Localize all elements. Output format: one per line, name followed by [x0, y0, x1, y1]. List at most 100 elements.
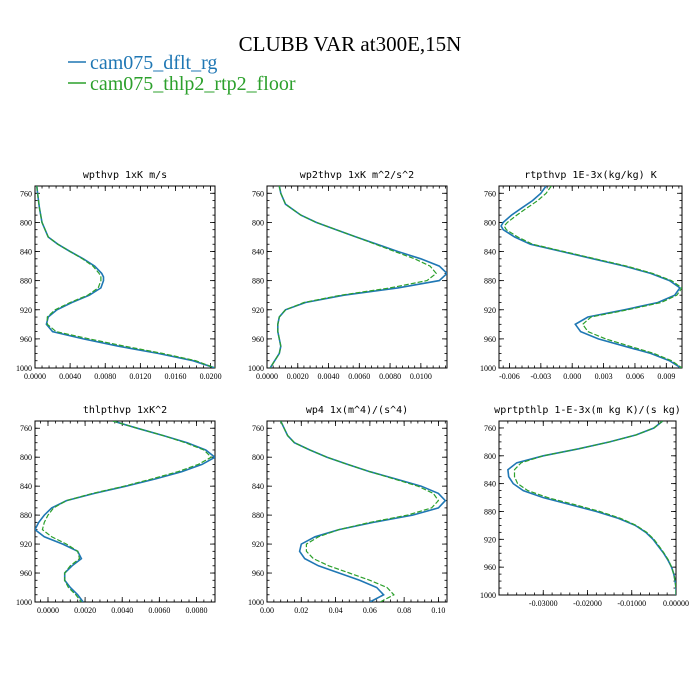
- series-line-thlp2-rtp2-floor: [280, 421, 440, 602]
- y-tick-label: 920: [252, 540, 264, 549]
- x-tick-label: 0.0060: [348, 372, 370, 381]
- x-tick-label: 0.0000: [37, 606, 59, 615]
- y-tick-label: 960: [252, 335, 264, 344]
- y-tick-label: 1000: [248, 598, 264, 607]
- x-tick-label: 0.02: [294, 606, 308, 615]
- x-tick-label: 0.04: [329, 606, 343, 615]
- y-tick-label: 800: [20, 218, 32, 227]
- series-line-dflt-rg: [269, 186, 447, 368]
- x-tick-label: 0.10: [431, 606, 445, 615]
- y-tick-label: 960: [484, 563, 496, 572]
- x-tick-label: 0.0020: [287, 372, 309, 381]
- panel-3: rtpthvp 1E-3x(kg/kg) K 760 800 840 880 920 960…: [480, 170, 683, 381]
- y-tick-label: 760: [20, 424, 32, 433]
- y-tick-label: 880: [252, 511, 264, 520]
- panel-title: wp4 1x(m^4)/(s^4): [306, 405, 408, 416]
- x-tick-label: 0.0160: [164, 372, 186, 381]
- y-tick-label: 800: [252, 453, 264, 462]
- series-line-thlp2-rtp2-floor: [36, 186, 215, 368]
- x-tick-label: 0.06: [363, 606, 377, 615]
- plot-frame: [266, 185, 448, 369]
- y-tick-label: 840: [484, 248, 496, 257]
- figure-title: CLUBB VAR at300E,15N: [239, 32, 462, 56]
- series-line-thlp2-rtp2-floor: [513, 421, 676, 595]
- x-tick-label: -0.006: [499, 372, 520, 381]
- x-tick-label: -0.01000: [617, 599, 646, 608]
- y-tick-label: 1000: [480, 364, 496, 373]
- y-tick-label: 880: [20, 511, 32, 520]
- x-tick-label: 0.0060: [148, 606, 170, 615]
- x-tick-label: 0.08: [397, 606, 411, 615]
- y-tick-label: 800: [484, 452, 496, 461]
- y-tick-label: 960: [20, 335, 32, 344]
- panel-2: wp2thvp 1xK m^2/s^2 760 800 840 880 920 960 100…: [248, 170, 448, 381]
- plot-frame: [498, 185, 683, 369]
- y-tick-label: 920: [20, 540, 32, 549]
- y-tick-label: 760: [252, 424, 264, 433]
- y-tick-label: 800: [252, 218, 264, 227]
- x-tick-label: 0.0100: [410, 372, 432, 381]
- legend: cam075_dflt_rg cam075_thlp2_rtp2_floor: [68, 52, 296, 95]
- x-tick-label: 0.00: [260, 606, 274, 615]
- legend-label-floor: cam075_thlp2_rtp2_floor: [90, 73, 296, 95]
- series-line-dflt-rg: [507, 421, 676, 595]
- x-tick-label: -0.003: [530, 372, 551, 381]
- y-tick-label: 840: [484, 480, 496, 489]
- series-line-thlp2-rtp2-floor: [269, 186, 438, 368]
- panel-6: wprtpthlp 1-E-3x(m kg K)/(s kg) 760 800 840…: [480, 405, 689, 608]
- x-tick-label: 0.0120: [129, 372, 151, 381]
- panel-title: thlpthvp 1xK^2: [83, 405, 167, 416]
- x-tick-label: 0.006: [626, 372, 644, 381]
- x-tick-label: 0.0000: [256, 372, 278, 381]
- x-tick-label: 0.0040: [59, 372, 81, 381]
- x-tick-label: 0.0080: [94, 372, 116, 381]
- x-tick-label: 0.0020: [74, 606, 96, 615]
- y-tick-label: 960: [20, 569, 32, 578]
- x-tick-label: 0.0080: [379, 372, 401, 381]
- x-tick-label: -0.02000: [573, 599, 602, 608]
- panel-1: wpthvp 1xK m/s76080084088092096010000.00…: [16, 170, 222, 381]
- series-line-dflt-rg: [36, 186, 215, 368]
- panel-title: wp2thvp 1xK m^2/s^2: [300, 170, 414, 181]
- x-tick-label: -0.03000: [529, 599, 558, 608]
- panel-title: wpthvp 1xK m/s: [83, 170, 167, 181]
- panel-title: rtpthvp 1E-3x(kg/kg) K: [524, 170, 656, 181]
- plot-frame: [34, 185, 216, 369]
- y-tick-label: 920: [252, 306, 264, 315]
- y-tick-label: 760: [252, 189, 264, 198]
- x-tick-label: 0.0000: [24, 372, 46, 381]
- plot-frame: [34, 420, 216, 603]
- y-tick-label: 920: [484, 306, 496, 315]
- series-line-dflt-rg: [35, 421, 215, 602]
- y-tick-label: 800: [20, 453, 32, 462]
- y-tick-label: 1000: [16, 364, 32, 373]
- y-tick-label: 840: [20, 248, 32, 257]
- plot-frame: [266, 420, 448, 603]
- y-tick-label: 760: [484, 189, 496, 198]
- legend-label-dflt: cam075_dflt_rg: [90, 52, 217, 74]
- y-tick-label: 920: [484, 535, 496, 544]
- y-tick-label: 800: [484, 218, 496, 227]
- y-tick-label: 880: [20, 277, 32, 286]
- y-tick-label: 920: [20, 306, 32, 315]
- y-tick-label: 960: [484, 335, 496, 344]
- y-tick-label: 760: [484, 424, 496, 433]
- x-tick-label: 0.0040: [318, 372, 340, 381]
- y-tick-label: 840: [20, 482, 32, 491]
- x-tick-label: 0.009: [657, 372, 675, 381]
- series-line-dflt-rg: [500, 186, 682, 368]
- y-tick-label: 760: [20, 189, 32, 198]
- y-tick-label: 880: [484, 507, 496, 516]
- y-tick-label: 880: [252, 277, 264, 286]
- panel-4: thlpthvp 1xK^2 760 800 840 880 920 960 1000 0.00…: [16, 405, 216, 615]
- y-tick-label: 840: [252, 248, 264, 257]
- panel-5: wp4 1x(m^4)/(s^4)76080084088092096010000…: [248, 405, 448, 615]
- x-tick-label: 0.000: [563, 372, 581, 381]
- y-tick-label: 840: [252, 482, 264, 491]
- series-line-thlp2-rtp2-floor: [41, 421, 213, 602]
- y-tick-label: 880: [484, 277, 496, 286]
- x-tick-label: 0.0080: [185, 606, 207, 615]
- x-tick-label: 0.003: [595, 372, 613, 381]
- y-tick-label: 960: [252, 569, 264, 578]
